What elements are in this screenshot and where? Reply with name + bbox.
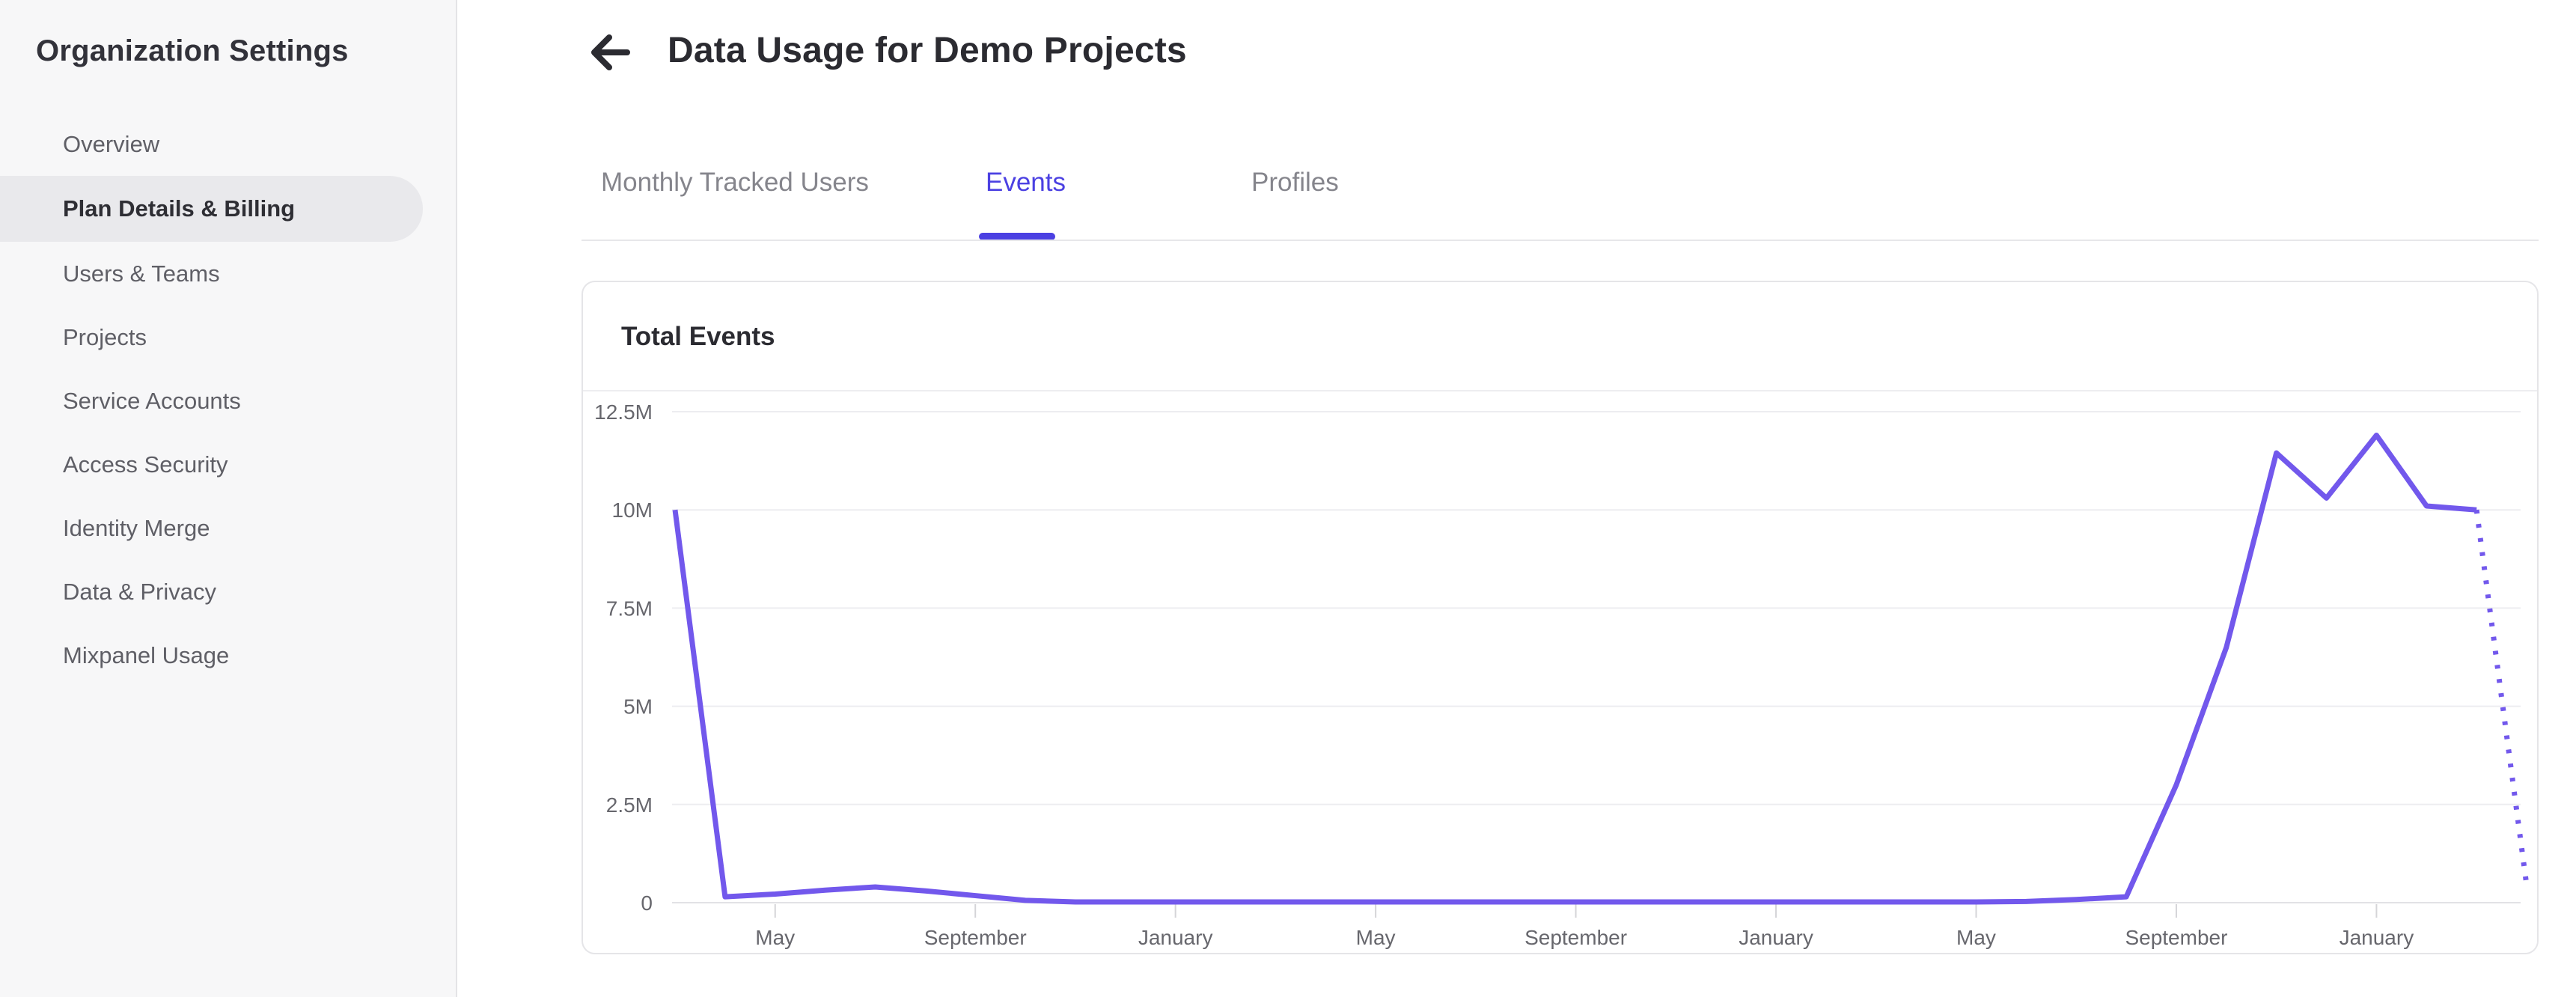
arrow-left-icon: [591, 34, 630, 70]
y-axis-label: 2.5M: [606, 793, 653, 817]
sidebar-item-plan-details-billing[interactable]: Plan Details & Billing: [0, 176, 423, 242]
x-axis-label: May: [1956, 926, 1996, 949]
y-axis-label: 7.5M: [606, 597, 653, 620]
series-line-dotted-projection: [2473, 509, 2530, 885]
sidebar-item-service-accounts[interactable]: Service Accounts: [63, 388, 241, 414]
sidebar-title: Organization Settings: [36, 34, 349, 67]
back-button[interactable]: [590, 30, 632, 75]
sidebar-item-data-privacy[interactable]: Data & Privacy: [63, 579, 217, 605]
sidebar-item-mixpanel-usage[interactable]: Mixpanel Usage: [63, 642, 230, 668]
x-axis-label: January: [2340, 926, 2414, 949]
page-title: Data Usage for Demo Projects: [668, 31, 1187, 70]
sidebar: Organization Settings Overview Plan Deta…: [0, 0, 457, 997]
sidebar-item-projects[interactable]: Projects: [63, 324, 147, 350]
tab-events[interactable]: Events: [986, 168, 1066, 197]
sidebar-item-overview[interactable]: Overview: [63, 131, 160, 157]
active-tab-underline: [979, 233, 1055, 240]
tab-monthly-tracked-users[interactable]: Monthly Tracked Users: [601, 168, 869, 197]
tab-profiles[interactable]: Profiles: [1251, 168, 1339, 197]
sidebar-item-access-security[interactable]: Access Security: [63, 451, 228, 478]
x-axis-label: May: [1356, 926, 1396, 949]
x-axis-label: September: [1524, 926, 1627, 949]
sidebar-nav: Overview Plan Details & Billing Users & …: [0, 112, 423, 687]
tabs-divider: [582, 240, 2539, 241]
y-axis-label: 12.5M: [594, 400, 653, 424]
y-axis-label: 10M: [612, 498, 653, 522]
x-axis-label: January: [1739, 926, 1813, 949]
series-line-solid: [672, 432, 2477, 905]
x-axis-label: May: [755, 926, 795, 949]
x-axis-label: January: [1138, 926, 1213, 949]
sidebar-item-identity-merge[interactable]: Identity Merge: [63, 515, 210, 541]
y-axis-label: 0: [641, 891, 653, 915]
total-events-line-chart[interactable]: 0 2.5M 5M 7.5M 10M 12.5M May September January Ma…: [582, 281, 2539, 953]
card-header: Total Events: [583, 282, 2537, 391]
total-events-card: Total Events: [582, 281, 2539, 954]
x-axis-label: September: [924, 926, 1027, 949]
x-axis-label: September: [2125, 926, 2227, 949]
y-axis-label: 5M: [623, 695, 653, 719]
sidebar-item-users-teams[interactable]: Users & Teams: [63, 260, 220, 287]
card-title: Total Events: [621, 322, 775, 351]
